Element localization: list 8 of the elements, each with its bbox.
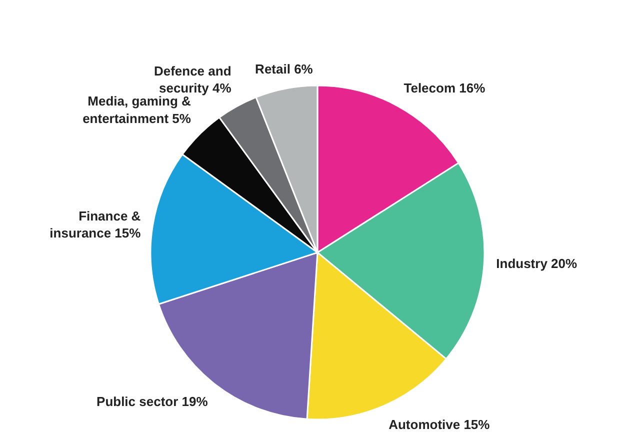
slice-label: Public sector 19% xyxy=(96,394,208,409)
slice-label: Retail 6% xyxy=(255,62,314,77)
slice-label: Industry 20% xyxy=(496,256,578,272)
slice-label: Automotive 15% xyxy=(388,416,490,432)
slice-label: Telecom 16% xyxy=(404,80,486,96)
slice-label: Defence and security 4% xyxy=(154,63,232,96)
slice-label: Media, gaming & entertainment 5% xyxy=(82,94,192,126)
slice-label: Finance & insurance 15% xyxy=(50,208,142,241)
